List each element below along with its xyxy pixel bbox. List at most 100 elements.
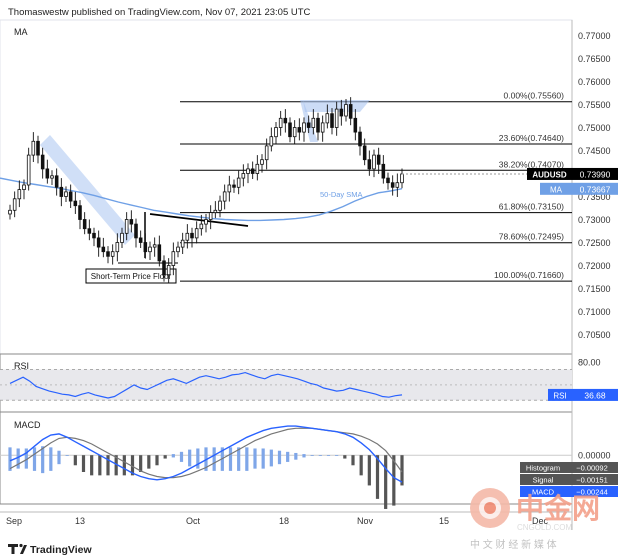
macd-histogram-bar	[163, 455, 167, 459]
price-tick-label: 0.75000	[578, 123, 611, 133]
candle-body	[358, 131, 362, 147]
candle-body	[222, 191, 227, 202]
price-tick-label: 0.72000	[578, 261, 611, 271]
price-tick-label: 0.74500	[578, 146, 611, 156]
macd-histogram-bar	[16, 448, 20, 469]
sma-value-label: 0.73667	[580, 184, 611, 194]
candle-body	[306, 122, 311, 128]
candle-body	[152, 244, 157, 248]
watermark-en: CNGOLD.COM	[517, 523, 572, 532]
macd-title: MACD	[14, 420, 41, 430]
candle-body	[73, 200, 78, 207]
macd-histogram-bar	[57, 450, 61, 465]
candle-body	[367, 159, 372, 170]
candle-body	[292, 127, 297, 138]
candle-body	[283, 117, 288, 124]
macd-histogram-bar	[8, 447, 12, 471]
candle-body	[106, 251, 110, 257]
candle-body	[395, 182, 400, 188]
candle-body	[386, 177, 390, 184]
macd-histogram-bar	[400, 455, 404, 486]
candle-body	[297, 127, 302, 133]
macd-histogram-bar	[261, 448, 265, 469]
candle-body	[316, 117, 320, 133]
macd-histogram-bar	[286, 451, 290, 462]
candle-body	[129, 219, 134, 225]
time-axis: Sep 13 Oct 18 Nov 15 Dec	[6, 516, 549, 526]
candle-body	[241, 173, 246, 179]
candle-body	[269, 136, 274, 147]
sma-series-line	[0, 177, 403, 222]
rsi-legend-label: RSI	[553, 391, 566, 400]
price-tag	[572, 167, 618, 180]
tradingview-logo	[8, 543, 27, 554]
macd-histogram-bar	[212, 447, 216, 471]
price-tags: AUDUSD 0.73990 MA 0.73667	[402, 167, 618, 195]
candle-body	[311, 117, 316, 128]
macd-histogram-bar	[335, 455, 339, 456]
candle-body	[320, 122, 325, 133]
price-tick-label: 0.70500	[578, 330, 611, 340]
tradingview-logo-icon	[8, 544, 18, 554]
cngold-watermark: 中金网 CNGOLD.COM 中 文 财 经 新 媒 体	[470, 488, 600, 551]
candle-body	[348, 104, 353, 119]
sma-line	[0, 177, 403, 222]
macd-value-tag	[566, 474, 618, 485]
candle-body	[138, 237, 143, 243]
rsi-line	[9, 371, 403, 399]
macd-histogram-bar	[65, 455, 69, 456]
candle-body	[288, 122, 292, 138]
candle-body	[96, 237, 101, 248]
macd-histogram-bar	[41, 446, 45, 474]
price-tick-label: 0.71000	[578, 307, 611, 317]
time-tick-label: 13	[75, 516, 85, 526]
macd-legend-tag	[520, 462, 566, 473]
candle-body	[246, 168, 250, 174]
macd-histogram-bar	[302, 454, 306, 458]
candle-body	[87, 228, 92, 234]
macd-histogram-bar	[375, 455, 380, 499]
candle-body	[124, 219, 129, 234]
rsi-legend-tag	[548, 388, 572, 401]
macd-histogram-bar	[73, 455, 77, 466]
fib-level-label: 38.20%(0.74070)	[499, 159, 564, 169]
candle-body	[162, 260, 166, 276]
price-tick-label: 0.76500	[578, 54, 611, 64]
macd-histogram-bar	[228, 447, 233, 471]
candle-body	[22, 184, 26, 190]
candle-body	[372, 154, 376, 170]
candle-body	[12, 198, 17, 211]
candle-body	[171, 251, 176, 266]
macd-histogram-bar	[310, 455, 314, 456]
sma-value-tag	[572, 182, 618, 195]
candle-body	[110, 251, 115, 257]
candle-body	[400, 173, 404, 184]
candle-body	[143, 242, 148, 253]
candle-body	[213, 209, 218, 214]
macd-histogram-bar	[318, 455, 322, 456]
macd-histogram-bar	[106, 455, 110, 476]
macd-histogram-bar	[171, 454, 175, 458]
macd-indicator: 0.00000 Histogram −0.00092 Signal −0.00151 MA…	[0, 425, 618, 509]
candle-body	[185, 232, 190, 241]
macd-histogram-bar	[24, 448, 28, 469]
candle-body	[362, 145, 367, 161]
macd-histogram-bar	[392, 455, 396, 506]
sma-annotation: 50-Day SMA	[320, 190, 363, 199]
price-tick-label: 0.71500	[578, 284, 611, 294]
candle-body	[8, 209, 12, 215]
candle-body	[302, 122, 306, 133]
macd-histogram-bar	[90, 455, 94, 476]
candle-body	[353, 117, 358, 133]
price-floor-annotation: Short-Term Price Floor	[91, 272, 172, 281]
candle-body	[390, 182, 395, 188]
time-tick-label: Nov	[357, 516, 374, 526]
price-tag-label: 0.73990	[580, 169, 611, 179]
candle-body	[278, 117, 283, 128]
time-tick-label: 15	[439, 516, 449, 526]
candle-body	[31, 140, 36, 156]
macd-histogram-bar	[384, 455, 388, 509]
macd-histogram-bar	[359, 455, 363, 476]
watermark-cn: 中金网	[516, 492, 600, 524]
macd-histogram-bar	[351, 455, 355, 466]
